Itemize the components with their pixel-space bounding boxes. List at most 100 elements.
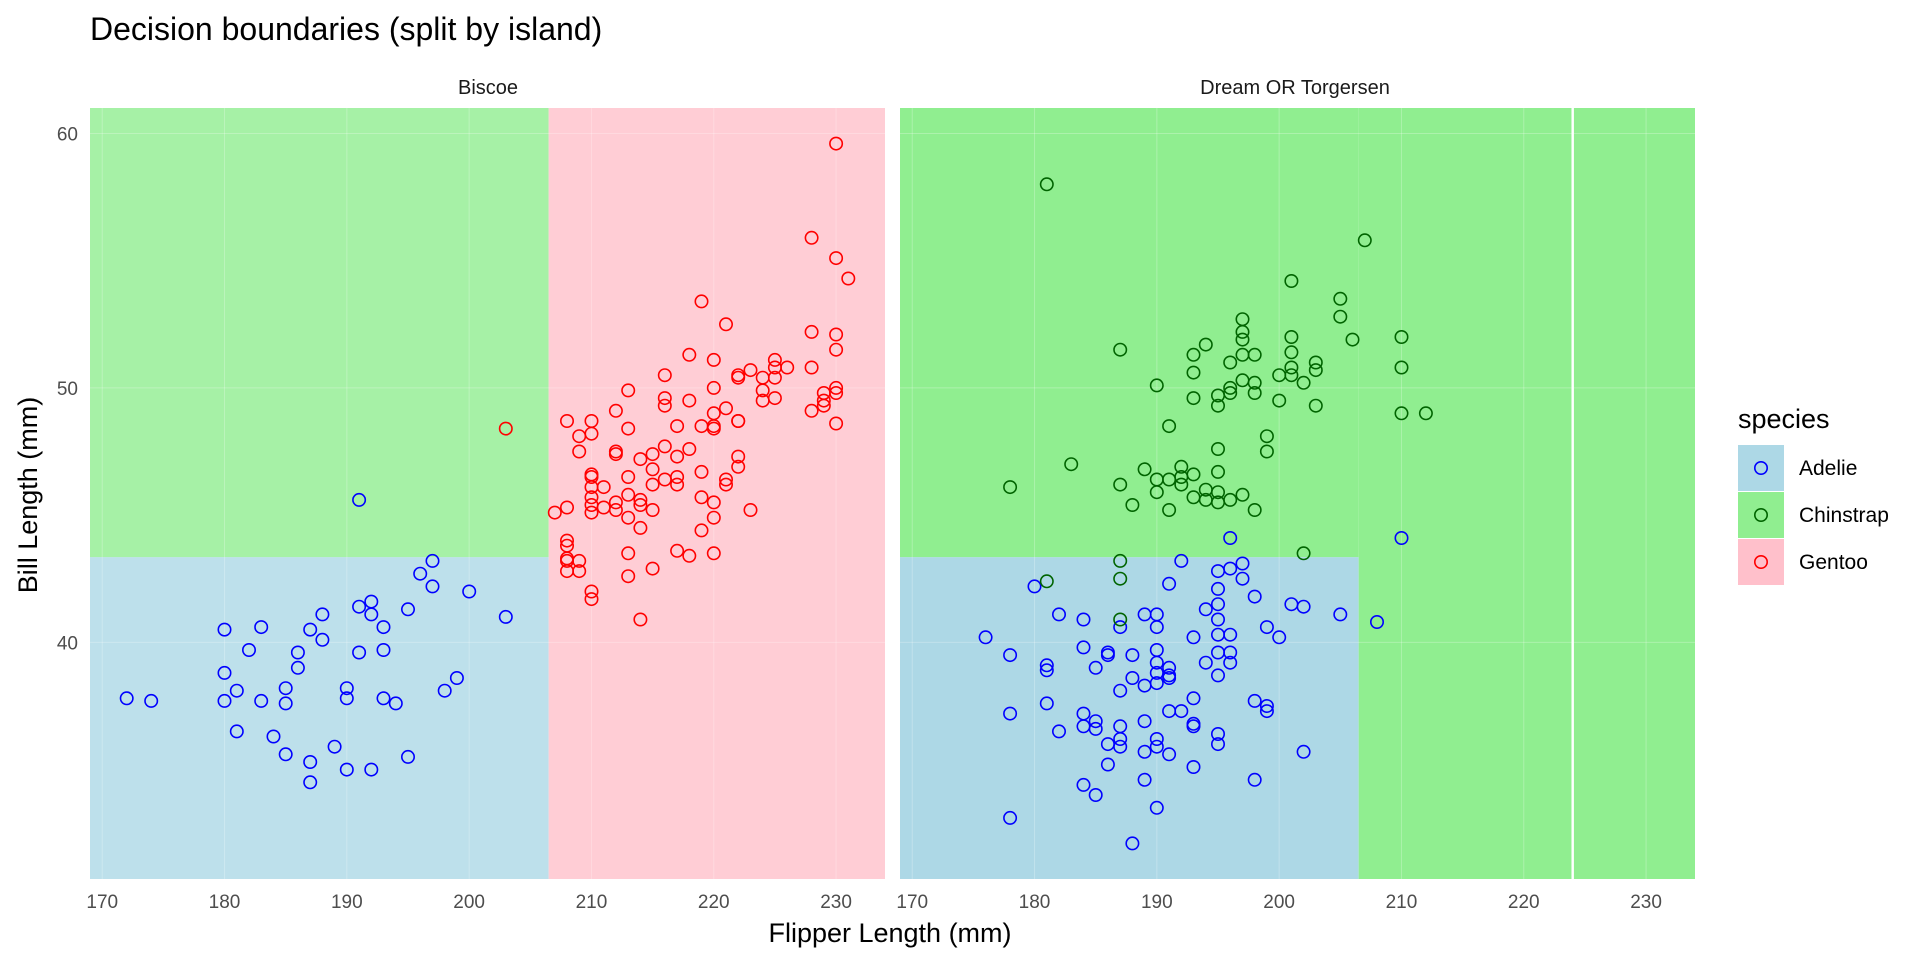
legend-key <box>1738 445 1784 491</box>
point-gentoo <box>572 444 587 459</box>
point-chinstrap <box>1223 355 1238 370</box>
point-adelie <box>388 696 403 711</box>
point-adelie <box>1186 691 1201 706</box>
x-tick-label: 210 <box>1386 892 1418 913</box>
point-chinstrap <box>1333 291 1348 306</box>
point-gentoo <box>804 360 819 375</box>
point-adelie <box>352 599 367 614</box>
point-gentoo <box>572 553 587 568</box>
point-gentoo <box>767 352 782 367</box>
point-gentoo <box>706 546 721 561</box>
x-tick-label: 220 <box>698 892 730 913</box>
point-adelie <box>1149 800 1164 815</box>
point-gentoo <box>694 523 709 538</box>
point-adelie <box>339 681 354 696</box>
point-gentoo <box>829 342 844 357</box>
point-chinstrap <box>1235 324 1250 339</box>
decision-regions <box>90 108 885 879</box>
point-adelie <box>1394 530 1409 545</box>
point-gentoo <box>670 419 685 434</box>
point-adelie <box>1259 620 1274 635</box>
point-gentoo <box>584 426 599 441</box>
point-gentoo <box>706 380 721 395</box>
point-chinstrap <box>1284 273 1299 288</box>
point-adelie <box>1088 787 1103 802</box>
point-gentoo <box>706 510 721 525</box>
y-axis: 40 50 60 <box>57 124 78 654</box>
point-adelie <box>1211 612 1226 627</box>
point-adelie <box>1052 724 1067 739</box>
point-chinstrap <box>1113 477 1128 492</box>
point-chinstrap <box>1039 574 1054 589</box>
legend-item-adelie: Adelie <box>1738 445 1857 491</box>
x-tick-label: 200 <box>1263 892 1295 913</box>
point-adelie <box>290 645 305 660</box>
x-tick-label: 170 <box>86 892 118 913</box>
point-gentoo <box>572 564 587 579</box>
point-gentoo <box>633 497 648 512</box>
point-adelie <box>229 683 244 698</box>
point-chinstrap <box>1284 329 1299 344</box>
point-chinstrap <box>1394 406 1409 421</box>
point-gentoo <box>596 480 611 495</box>
legend-key <box>1738 492 1784 538</box>
point-adelie <box>1076 640 1091 655</box>
point-adelie <box>1223 530 1238 545</box>
point-adelie <box>1296 744 1311 759</box>
point-chinstrap <box>1223 385 1238 400</box>
point-gentoo <box>694 294 709 309</box>
point-gentoo <box>621 546 636 561</box>
point-adelie <box>1333 607 1348 622</box>
point-adelie <box>1149 739 1164 754</box>
point-gentoo <box>767 391 782 406</box>
point-gentoo <box>804 324 819 339</box>
point-adelie <box>315 632 330 647</box>
point-gentoo <box>584 584 599 599</box>
point-adelie <box>1211 726 1226 741</box>
point-adelie <box>376 691 391 706</box>
point-adelie <box>1137 772 1152 787</box>
point-adelie <box>1223 561 1238 576</box>
point-adelie <box>1039 658 1054 673</box>
x-tick-label: 190 <box>331 892 363 913</box>
point-adelie <box>1235 556 1250 571</box>
point-adelie <box>1174 553 1189 568</box>
point-chinstrap <box>1113 342 1128 357</box>
point-gentoo <box>608 495 623 510</box>
y-tick-label: 40 <box>57 633 78 654</box>
point-adelie <box>1174 704 1189 719</box>
point-gentoo <box>804 403 819 418</box>
point-adelie <box>978 630 993 645</box>
point-chinstrap <box>1125 497 1140 512</box>
point-adelie <box>1259 698 1274 713</box>
legend-symbol <box>1754 460 1769 475</box>
point-adelie <box>1149 676 1164 691</box>
point-adelie <box>327 739 342 754</box>
point-gentoo <box>547 505 562 520</box>
point-gentoo <box>743 363 758 378</box>
point-chinstrap <box>1113 612 1128 627</box>
point-chinstrap <box>1198 337 1213 352</box>
point-gentoo <box>657 439 672 454</box>
point-gentoo <box>706 421 721 436</box>
point-adelie <box>1198 602 1213 617</box>
region-adelie <box>90 557 549 879</box>
point-adelie <box>1211 668 1226 683</box>
point-gentoo <box>621 569 636 584</box>
point-chinstrap <box>1272 393 1287 408</box>
point-gentoo <box>682 393 697 408</box>
x-tick-label: 210 <box>576 892 608 913</box>
point-adelie <box>1088 660 1103 675</box>
point-chinstrap <box>1345 332 1360 347</box>
point-gentoo <box>804 230 819 245</box>
point-chinstrap <box>1394 329 1409 344</box>
point-adelie <box>1162 660 1177 675</box>
point-chinstrap <box>1064 457 1079 472</box>
legend: species Adelie Chinstrap Gentoo <box>1738 404 1889 585</box>
point-gentoo <box>706 352 721 367</box>
point-adelie <box>1137 714 1152 729</box>
point-gentoo <box>731 413 746 428</box>
point-adelie <box>1247 772 1262 787</box>
point-adelie <box>1100 645 1115 660</box>
point-gentoo <box>780 360 795 375</box>
